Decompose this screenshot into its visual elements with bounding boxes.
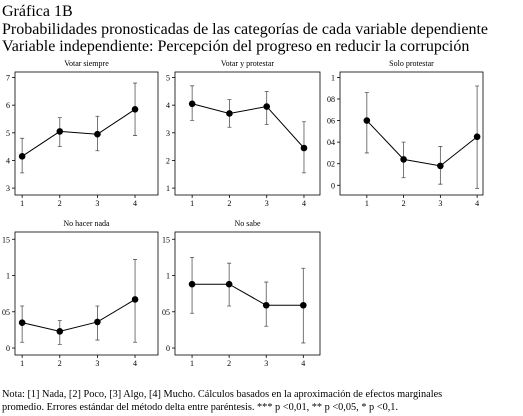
x-tick-label: 3 xyxy=(265,199,269,208)
y-tick-label: 1 xyxy=(331,73,335,82)
point xyxy=(56,128,64,135)
line xyxy=(21,108,136,157)
y-tick-label: 4 xyxy=(6,156,10,165)
point xyxy=(131,106,139,113)
point xyxy=(131,296,139,303)
point xyxy=(94,130,101,138)
point xyxy=(56,328,64,335)
line xyxy=(366,120,478,167)
y-tick-label: 4 xyxy=(166,101,170,110)
x-tick-label: 2 xyxy=(227,359,231,368)
point xyxy=(263,103,270,110)
y-tick-label: 06 xyxy=(327,117,335,126)
x-tick-label: 3 xyxy=(95,359,99,368)
x-tick-label: 4 xyxy=(133,199,137,208)
panel-title: No sabe xyxy=(235,219,261,228)
x-tick-label: 2 xyxy=(58,359,62,368)
panel-title: Votar siempre xyxy=(64,59,109,68)
point xyxy=(300,144,308,152)
y-tick-label: 02 xyxy=(327,160,335,169)
y-tick-label: 04 xyxy=(327,138,335,147)
plot-frame xyxy=(14,71,159,196)
point xyxy=(473,133,481,141)
x-tick-label: 4 xyxy=(302,199,306,208)
x-tick-label: 3 xyxy=(264,359,268,368)
point xyxy=(188,280,196,288)
x-tick-label: 1 xyxy=(20,359,24,368)
x-tick-label: 3 xyxy=(438,199,442,208)
point xyxy=(363,117,371,124)
y-tick-label: 1 xyxy=(166,272,170,281)
x-tick-label: 1 xyxy=(365,199,369,208)
point xyxy=(94,318,101,326)
figure-subtitle: Probabilidades pronosticadas de las cate… xyxy=(2,21,488,38)
plot-frame xyxy=(339,71,484,196)
plot-frame xyxy=(174,231,321,356)
y-tick-label: 7 xyxy=(6,74,10,83)
plot-frame xyxy=(14,231,159,356)
y-tick-label: 0 xyxy=(166,344,170,353)
y-tick-label: 1 xyxy=(6,272,10,281)
plot-frame xyxy=(174,71,321,196)
line xyxy=(22,299,136,332)
point xyxy=(18,153,26,160)
point xyxy=(300,301,307,309)
x-tick-label: 1 xyxy=(190,359,194,368)
panel-title: Solo protestar xyxy=(389,59,434,68)
figure-subtitle: Variable independiente: Percepción del p… xyxy=(2,38,469,55)
y-tick-label: 5 xyxy=(166,74,170,83)
y-tick-label: 15 xyxy=(162,235,170,244)
y-tick-label: 0 xyxy=(331,181,335,190)
line xyxy=(192,283,304,306)
point xyxy=(262,301,270,309)
x-tick-label: 2 xyxy=(58,199,62,208)
figure-title: Gráfica 1B xyxy=(2,3,73,20)
panel-title: Votar y protestar xyxy=(221,59,275,68)
y-tick-label: 0 xyxy=(6,344,10,353)
line xyxy=(192,103,305,149)
point xyxy=(188,100,196,108)
x-tick-label: 3 xyxy=(95,199,99,208)
y-tick-label: 5 xyxy=(6,129,10,138)
panel-title: No hacer nada xyxy=(63,219,110,228)
y-tick-label: 05 xyxy=(162,308,170,317)
y-tick-label: 15 xyxy=(2,235,10,244)
point xyxy=(225,280,233,288)
y-tick-label: 05 xyxy=(2,308,10,317)
x-tick-label: 2 xyxy=(227,199,231,208)
x-tick-label: 1 xyxy=(190,199,194,208)
x-tick-label: 4 xyxy=(475,199,479,208)
x-tick-label: 4 xyxy=(133,359,137,368)
x-tick-label: 1 xyxy=(20,199,24,208)
y-tick-label: 3 xyxy=(166,129,170,138)
y-tick-label: 2 xyxy=(166,156,170,165)
x-tick-label: 4 xyxy=(301,359,305,368)
point xyxy=(400,156,407,163)
y-tick-label: 3 xyxy=(6,184,10,193)
point xyxy=(437,162,444,170)
y-tick-label: 6 xyxy=(6,101,10,110)
note: promedio. Errores estándar del método de… xyxy=(2,402,398,413)
y-tick-label: 1 xyxy=(166,184,170,193)
y-tick-label: 08 xyxy=(327,95,335,104)
x-tick-label: 2 xyxy=(402,199,406,208)
note: Nota: [1] Nada, [2] Poco, [3] Algo, [4] … xyxy=(2,389,442,400)
point xyxy=(18,319,26,326)
point xyxy=(226,110,233,117)
